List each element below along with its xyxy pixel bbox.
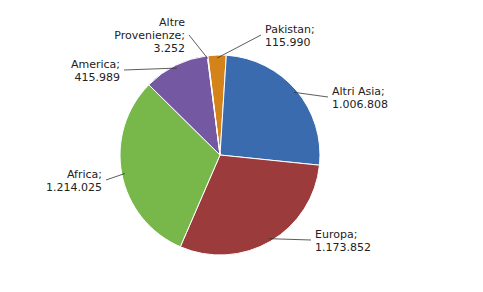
- pie-slice: [207, 56, 220, 155]
- leader-line: [294, 92, 328, 97]
- pie-slice: [149, 56, 220, 155]
- data-labels: Pakistan;115.990 Altri Asia;1.006.808 Euro…: [46, 16, 388, 254]
- value-label: 1.173.852: [315, 241, 371, 254]
- leader-line: [124, 68, 177, 70]
- value-label: 115.990: [265, 36, 311, 49]
- pie-slice: [220, 55, 320, 165]
- value-label: 1.214.025: [46, 181, 102, 194]
- value-label: 3.252: [154, 42, 186, 55]
- leader-line: [217, 35, 261, 58]
- category-label: Pakistan;: [265, 23, 315, 36]
- chart-container: Pakistan;115.990 Altri Asia;1.006.808 Euro…: [0, 0, 483, 292]
- value-label: 1.006.808: [332, 98, 388, 111]
- category-label: Europa;: [315, 228, 357, 241]
- category-label: America;: [71, 58, 120, 71]
- value-label: 415.989: [75, 71, 121, 84]
- category-label: Altri Asia;: [332, 85, 385, 98]
- pie-chart: Pakistan;115.990 Altri Asia;1.006.808 Euro…: [0, 0, 483, 292]
- leader-line: [106, 174, 125, 180]
- category-label: Africa;: [67, 168, 102, 181]
- slices: [120, 55, 320, 255]
- leader-line: [189, 35, 208, 59]
- leader-line: [269, 239, 311, 240]
- category-label: AltreProvenienze;: [114, 16, 185, 42]
